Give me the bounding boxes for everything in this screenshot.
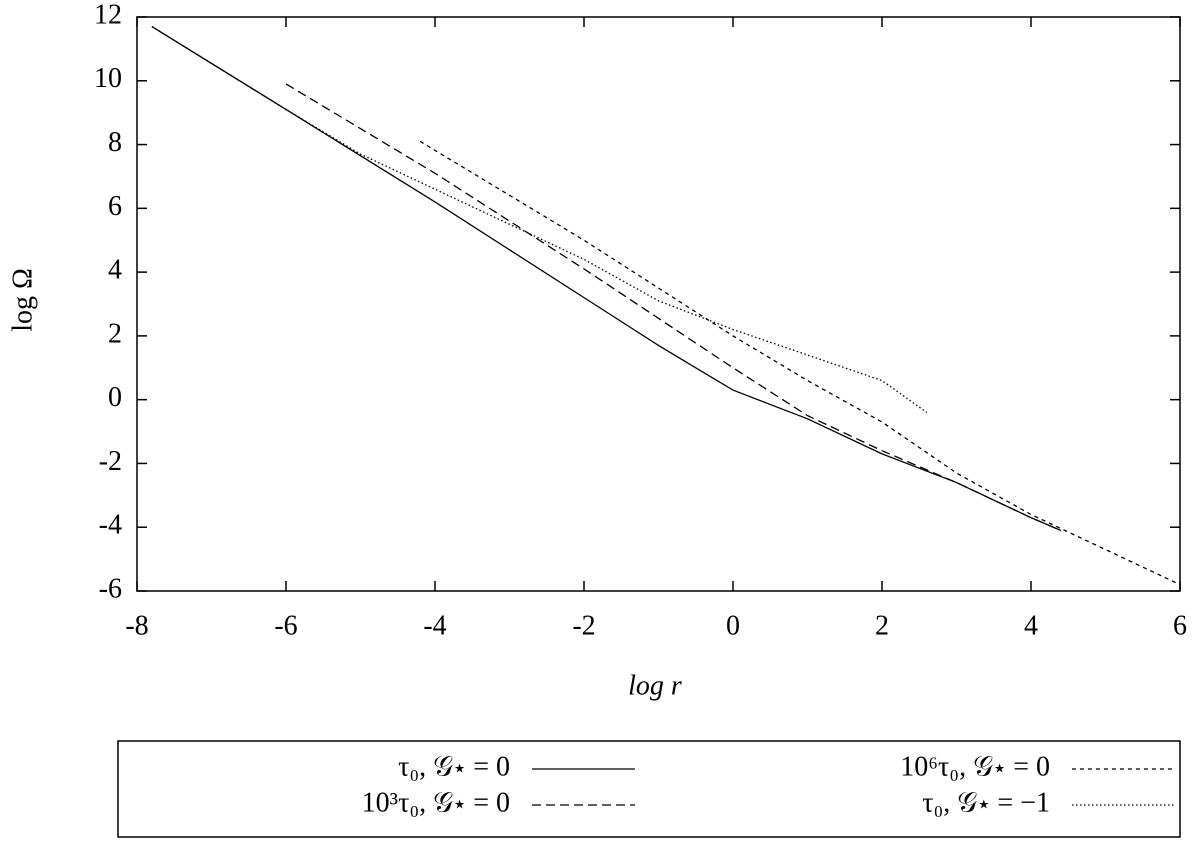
x-tick-label: -8 bbox=[125, 610, 148, 641]
x-tick-label: 2 bbox=[875, 610, 889, 641]
x-axis-label: log r bbox=[628, 670, 682, 701]
plot-frame bbox=[136, 16, 1181, 592]
x-tick-label: 4 bbox=[1024, 610, 1038, 641]
x-tick-label: -6 bbox=[274, 610, 297, 641]
x-tick-label: -2 bbox=[572, 610, 595, 641]
y-tick-label: 4 bbox=[108, 255, 122, 286]
y-tick-label: 6 bbox=[108, 191, 122, 222]
y-tick-label: -2 bbox=[99, 446, 122, 477]
series-line bbox=[151, 26, 1062, 532]
x-tick-label: 0 bbox=[726, 610, 740, 641]
series-line bbox=[419, 140, 1181, 586]
series-line bbox=[285, 83, 1062, 532]
legend-label: 10³τ₀, 𝒢⋆ = 0 bbox=[362, 787, 510, 818]
y-tick-label: 10 bbox=[94, 63, 122, 94]
legend-label: τ₀, 𝒢⋆ = −1 bbox=[922, 787, 1050, 818]
legend-label: τ₀, 𝒢⋆ = 0 bbox=[398, 751, 510, 782]
y-tick-label: 8 bbox=[108, 127, 122, 158]
y-tick-label: 12 bbox=[94, 0, 122, 30]
y-tick-label: 0 bbox=[108, 382, 122, 413]
legend-box bbox=[117, 740, 1181, 838]
legend-label: 10⁶τ₀, 𝒢⋆ = 0 bbox=[900, 751, 1050, 782]
x-tick-label: -4 bbox=[423, 610, 446, 641]
x-tick-label: 6 bbox=[1173, 610, 1187, 641]
series-line bbox=[151, 26, 928, 413]
y-tick-label: -6 bbox=[99, 573, 122, 604]
y-tick-label: 2 bbox=[108, 318, 122, 349]
y-tick-label: -4 bbox=[99, 510, 122, 541]
y-axis-label: log Ω bbox=[7, 268, 38, 332]
